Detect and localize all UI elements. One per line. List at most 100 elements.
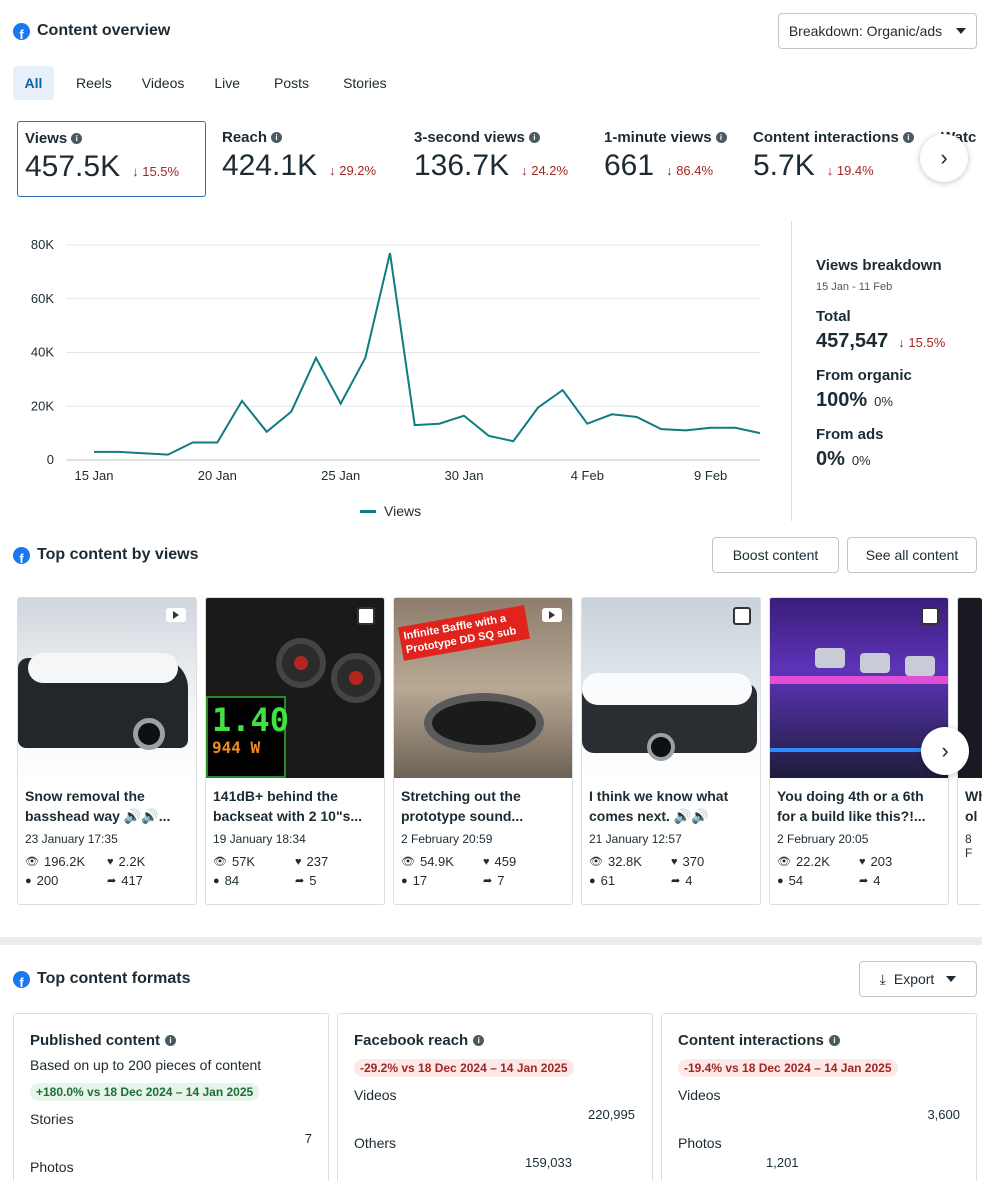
x-tick-label: 25 Jan <box>321 468 360 483</box>
metric-content-interactions[interactable]: Content interactions i 5.7K ↓ 19.4% <box>746 121 931 197</box>
photo-icon <box>733 607 751 625</box>
video-icon <box>542 608 562 622</box>
arrow-down-icon: ↓ <box>826 163 834 178</box>
content-thumbnail <box>18 598 196 778</box>
tab-stories[interactable]: Stories <box>343 75 387 91</box>
breakdown-range: 15 Jan - 11 Feb <box>816 281 893 293</box>
heart-icon: ♥ <box>483 855 490 868</box>
metrics-next-button[interactable]: › <box>920 134 968 182</box>
card-title: Content interactions <box>678 1032 824 1049</box>
metric-label: Reach <box>222 129 268 146</box>
metric-label: 1-minute views <box>604 129 712 146</box>
content-thumbnail <box>770 598 948 778</box>
card-date: 23 January 17:35 <box>25 832 118 846</box>
export-button[interactable]: ⤓ Export <box>859 961 977 997</box>
ads-value: 0% <box>816 448 845 470</box>
row-value: 159,033 <box>525 1155 572 1170</box>
tab-all[interactable]: All <box>13 66 54 100</box>
content-thumbnail <box>582 598 760 778</box>
metric-label: 3-second views <box>414 129 525 146</box>
tab-posts[interactable]: Posts <box>274 75 310 91</box>
published-content-card: Published content i Based on up to 200 pi… <box>13 1013 329 1181</box>
arrow-down-icon: ↓ <box>666 163 673 178</box>
page-title: Content overview <box>37 22 171 39</box>
breakdown-dropdown[interactable]: Breakdown: Organic/ads <box>778 13 977 49</box>
x-tick-label: 20 Jan <box>198 468 237 483</box>
content-thumbnail: 1.40 944 W <box>206 598 384 778</box>
boost-content-button[interactable]: Boost content <box>712 537 839 573</box>
content-card[interactable]: 1.40 944 W 141dB+ behind the backseat wi… <box>205 597 385 905</box>
comment-icon: ● <box>213 874 220 887</box>
info-icon: i <box>902 132 914 143</box>
breakdown-label: Breakdown: Organic/ads <box>788 23 943 39</box>
card-likes: 370 <box>682 854 705 869</box>
see-all-content-button[interactable]: See all content <box>847 537 977 573</box>
formats-title: Top content formats <box>37 970 191 987</box>
tab-videos[interactable]: Videos <box>141 75 185 91</box>
row-label: Stories <box>30 1111 74 1127</box>
chevron-right-icon: › <box>940 145 948 170</box>
tab-reels[interactable]: Reels <box>76 75 112 91</box>
metric-delta: 15.5% <box>142 164 180 179</box>
card-title: Published content <box>30 1032 161 1049</box>
metric-delta: 29.2% <box>339 163 377 178</box>
total-delta: 15.5% <box>908 335 946 350</box>
y-tick-label: 40K <box>31 345 54 360</box>
card-shares: 417 <box>121 873 143 888</box>
breakdown-title: Views breakdown <box>816 257 942 274</box>
share-icon: ➦ <box>107 875 117 887</box>
arrow-down-icon: ↓ <box>132 164 139 179</box>
comment-icon: ● <box>589 874 596 887</box>
row-value: 7 <box>304 1131 312 1146</box>
facebook-reach-card: Facebook reach i -29.2% vs 18 Dec 2024 – … <box>337 1013 653 1181</box>
top-content-title: Top content by views <box>37 546 199 563</box>
card-shares: 7 <box>497 873 505 888</box>
card-title: I think we know what comes next. 🔊🔊 <box>589 788 729 824</box>
row-value: 220,995 <box>588 1107 635 1122</box>
thumbnail-caption: Infinite Baffle with a Prototype DD SQ s… <box>398 605 530 661</box>
card-likes: 237 <box>306 854 329 869</box>
tab-live[interactable]: Live <box>214 75 241 91</box>
facebook-icon: f <box>13 23 30 40</box>
share-icon: ➦ <box>483 875 493 887</box>
change-pill: +180.0% vs 18 Dec 2024 – 14 Jan 2025 <box>30 1083 260 1101</box>
card-views: 57K <box>231 854 256 869</box>
content-type-tabs: All Reels Videos Live Posts Stories <box>13 66 399 100</box>
card-comments: 61 <box>600 873 616 888</box>
info-icon: i <box>528 132 540 143</box>
share-icon: ➦ <box>859 875 869 887</box>
metric-reach[interactable]: Reach i 424.1K ↓ 29.2% <box>215 121 400 197</box>
row-label: Photos <box>30 1159 74 1175</box>
arrow-down-icon: ↓ <box>521 163 528 178</box>
row-label: Others <box>354 1135 397 1151</box>
row-value: 1,201 <box>766 1155 799 1170</box>
facebook-icon: f <box>13 547 30 564</box>
chevron-right-icon: › <box>941 738 949 763</box>
card-comments: 84 <box>224 873 240 888</box>
metric-1-minute-views[interactable]: 1-minute views i 661 ↓ 86.4% <box>597 121 742 197</box>
card-comments: 54 <box>788 873 804 888</box>
card-views: 32.8K <box>607 854 642 869</box>
metric-views[interactable]: Views i 457.5K ↓ 15.5% <box>17 121 206 197</box>
ads-sub: 0% <box>851 453 871 468</box>
content-card[interactable]: Snow removal the basshead way 🔊🔊... 23 J… <box>17 597 197 905</box>
content-card[interactable]: Infinite Baffle with a Prototype DD SQ s… <box>393 597 573 905</box>
export-label: Export <box>893 971 935 987</box>
chart-divider <box>791 221 792 521</box>
caret-down-icon <box>956 28 967 34</box>
section-divider <box>0 937 982 945</box>
info-icon: i <box>473 1035 485 1046</box>
change-pill: -19.4% vs 18 Dec 2024 – 14 Jan 2025 <box>678 1059 898 1077</box>
info-icon: i <box>271 132 283 143</box>
content-card[interactable]: I think we know what comes next. 🔊🔊 21 J… <box>581 597 761 905</box>
spl-reading: 1.40 <box>212 701 290 739</box>
metric-3-second-views[interactable]: 3-second views i 136.7K ↓ 24.2% <box>407 121 592 197</box>
info-icon: i <box>165 1035 177 1046</box>
content-card[interactable]: You doing 4th or a 6th for a build like … <box>769 597 949 905</box>
content-next-button[interactable]: › <box>921 727 969 775</box>
content-interactions-card: Content interactions i -19.4% vs 18 Dec 2… <box>661 1013 977 1181</box>
card-likes: 459 <box>494 854 517 869</box>
info-icon: i <box>828 1035 840 1046</box>
row-value: 3,600 <box>927 1107 960 1122</box>
chart-legend: Views <box>360 503 421 519</box>
